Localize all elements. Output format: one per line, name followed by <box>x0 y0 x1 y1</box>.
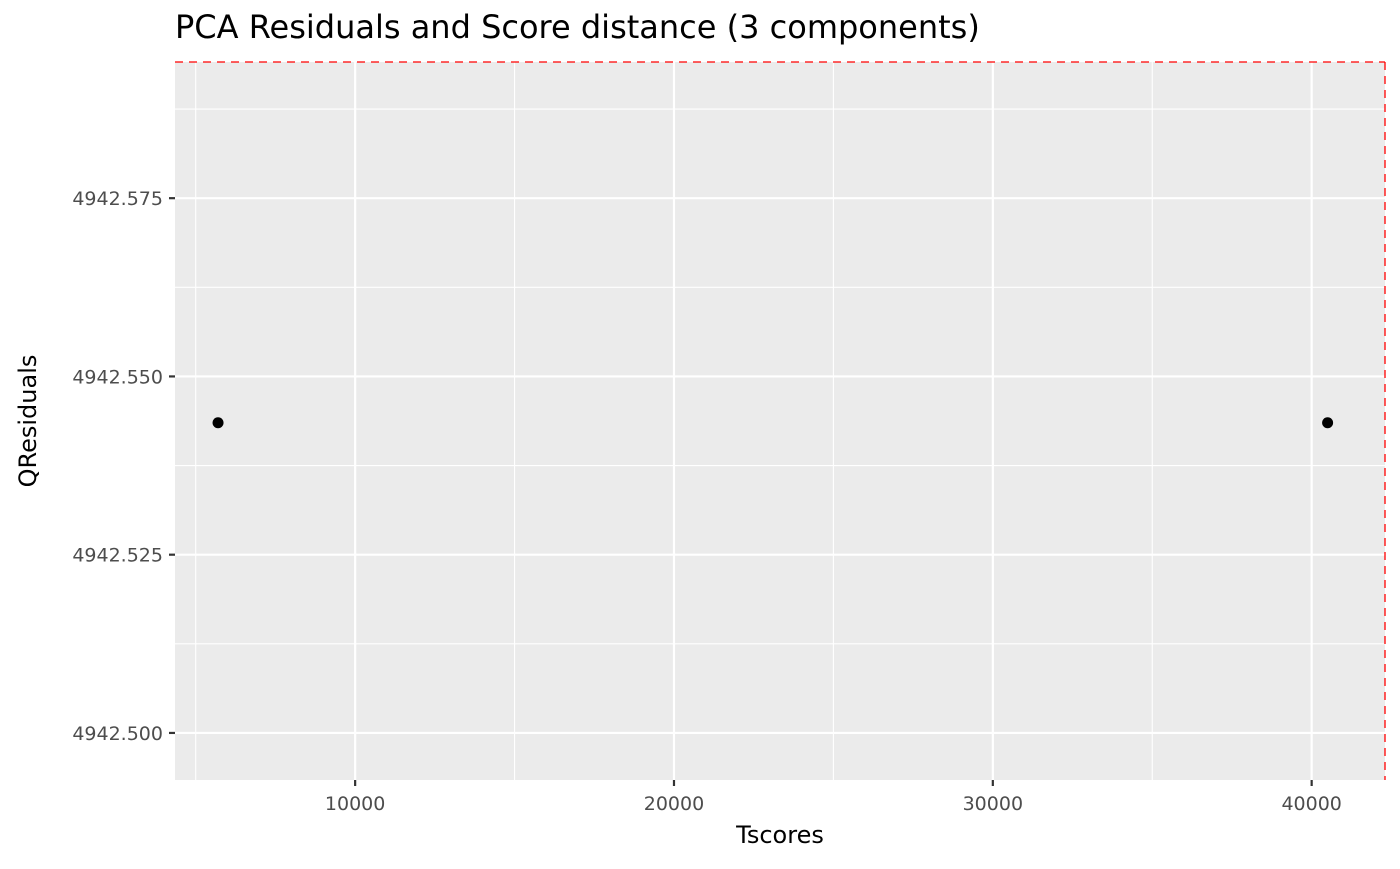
y-tick-label: 4942.500 <box>72 723 163 745</box>
y-tick-label: 4942.550 <box>72 366 163 388</box>
x-tick-label: 30000 <box>963 793 1023 815</box>
x-tick-label: 40000 <box>1281 793 1341 815</box>
y-tick-label: 4942.575 <box>72 188 163 210</box>
x-axis-label: Tscores <box>735 821 824 849</box>
x-tick-label: 20000 <box>644 793 704 815</box>
y-tick-label: 4942.525 <box>72 545 163 567</box>
y-axis-label: QResiduals <box>14 355 42 488</box>
panel-background <box>175 62 1385 780</box>
data-point <box>1322 417 1334 429</box>
x-tick-label: 10000 <box>325 793 385 815</box>
chart-title: PCA Residuals and Score distance (3 comp… <box>175 8 980 46</box>
data-point <box>212 417 224 429</box>
